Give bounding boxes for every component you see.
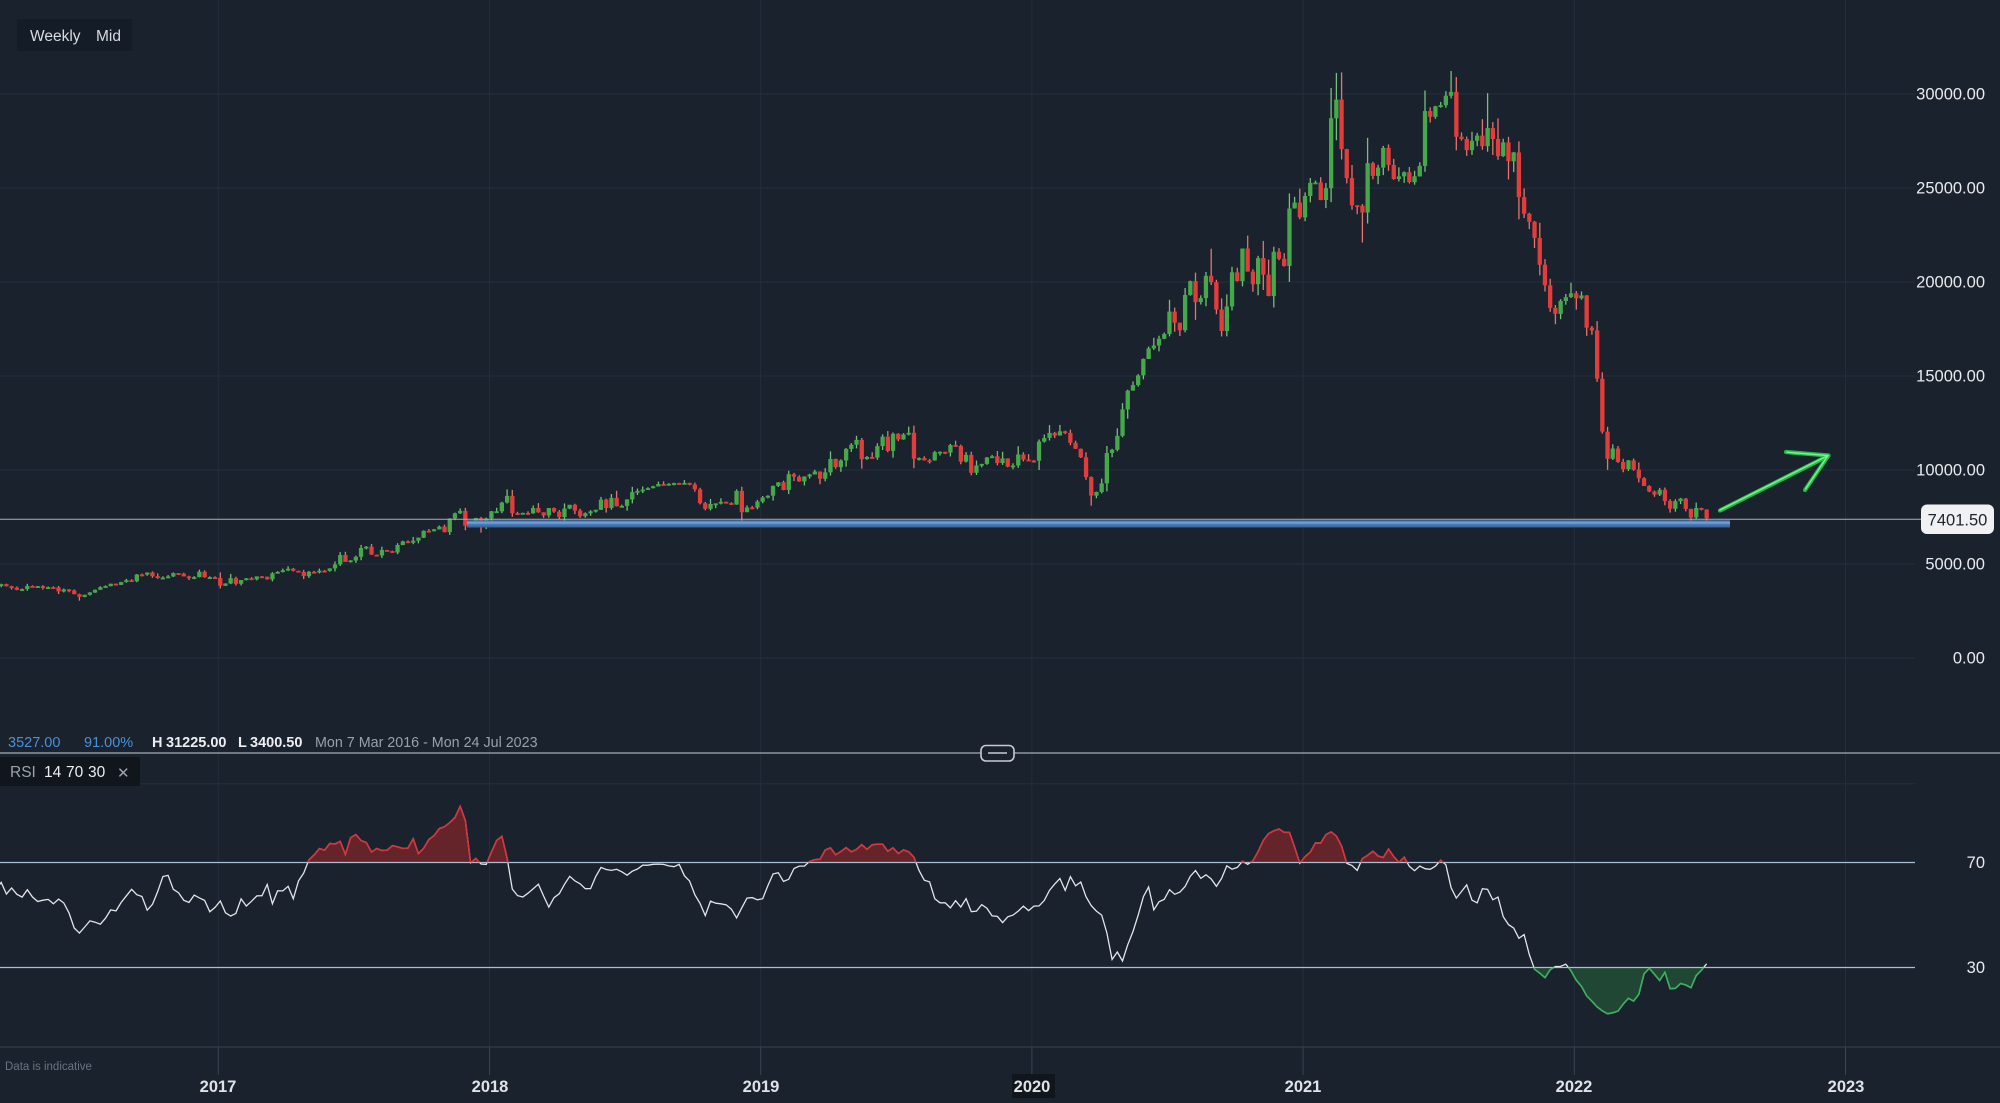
svg-text:RSI: RSI <box>10 764 36 781</box>
svg-text:Mid: Mid <box>96 28 121 45</box>
svg-text:L: L <box>238 735 247 751</box>
svg-text:Mon 7 Mar 2016 - Mon 24 Jul 20: Mon 7 Mar 2016 - Mon 24 Jul 2023 <box>315 735 538 751</box>
svg-text:2022: 2022 <box>1556 1078 1593 1096</box>
svg-text:Weekly: Weekly <box>30 28 81 45</box>
svg-text:31225.00: 31225.00 <box>166 735 226 751</box>
svg-text:14: 14 <box>44 764 62 781</box>
svg-text:30000.00: 30000.00 <box>1916 86 1985 104</box>
svg-text:70: 70 <box>66 764 84 781</box>
svg-text:3527.00: 3527.00 <box>8 735 60 751</box>
svg-text:✕: ✕ <box>117 765 130 782</box>
svg-text:15000.00: 15000.00 <box>1916 368 1985 386</box>
svg-text:2018: 2018 <box>472 1078 509 1096</box>
svg-text:2017: 2017 <box>200 1078 237 1096</box>
svg-text:30: 30 <box>1967 959 1985 977</box>
svg-text:2019: 2019 <box>743 1078 780 1096</box>
svg-text:5000.00: 5000.00 <box>1925 556 1985 574</box>
svg-text:2021: 2021 <box>1285 1078 1322 1096</box>
svg-text:91.00%: 91.00% <box>84 735 133 751</box>
svg-text:30: 30 <box>88 764 106 781</box>
svg-text:H: H <box>152 735 162 751</box>
svg-text:2020: 2020 <box>1014 1078 1051 1096</box>
svg-text:2023: 2023 <box>1828 1078 1865 1096</box>
svg-text:25000.00: 25000.00 <box>1916 180 1985 198</box>
svg-text:20000.00: 20000.00 <box>1916 274 1985 292</box>
svg-text:70: 70 <box>1967 854 1985 872</box>
svg-text:10000.00: 10000.00 <box>1916 462 1985 480</box>
svg-text:Data is indicative: Data is indicative <box>5 1061 92 1073</box>
svg-text:3400.50: 3400.50 <box>250 735 302 751</box>
svg-text:7401.50: 7401.50 <box>1928 512 1988 530</box>
svg-text:0.00: 0.00 <box>1953 650 1985 668</box>
